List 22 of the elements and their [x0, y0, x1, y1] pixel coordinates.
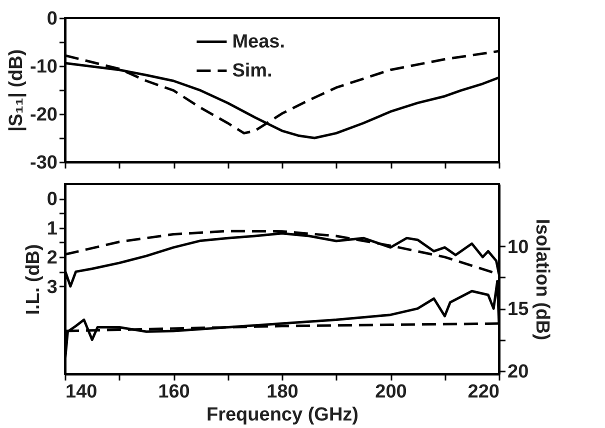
y-tick-label: -10 [30, 56, 58, 78]
y-axis-title: I.L. (dB) [22, 244, 44, 315]
y2-axis-title: Isolation (dB) [532, 218, 553, 340]
legend-label: Meas. [232, 32, 286, 53]
x-tick-label: 200 [375, 382, 407, 402]
y2-tick-label: 15 [508, 299, 530, 320]
y2-tick-label: 10 [508, 236, 529, 258]
x-tick-label: 140 [66, 382, 98, 402]
x-tick-label: 180 [266, 382, 298, 402]
y-tick-label: 2 [46, 248, 58, 269]
legend-label: Sim. [232, 60, 272, 82]
y-tick-label: -30 [30, 152, 58, 174]
x-axis-title: Frequency (GHz) [206, 404, 359, 426]
y-tick-label: 0 [46, 8, 58, 30]
y2-tick-label: 20 [508, 361, 529, 382]
y-axis-title: |S₁₁| (dB) [6, 49, 28, 132]
y-tick-label: -20 [30, 104, 58, 126]
x-tick-label: 220 [468, 382, 500, 402]
y-tick-label: 3 [46, 276, 58, 298]
y-tick-label: 0 [46, 189, 58, 210]
y-tick-label: 1 [46, 218, 58, 240]
x-tick-label: 160 [158, 382, 190, 402]
